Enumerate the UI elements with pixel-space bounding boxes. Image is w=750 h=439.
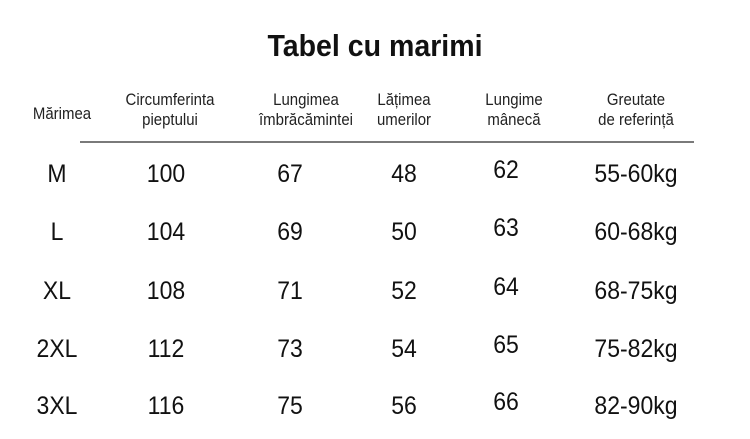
table-cell: 2XL	[36, 335, 78, 363]
table-cell: 62	[493, 156, 519, 184]
column-header: Circumferinta pieptului	[125, 90, 215, 129]
table-cell: L	[50, 218, 64, 246]
table-cell: 75	[277, 392, 303, 420]
table-cell: 50	[391, 218, 417, 246]
table-cell: 71	[277, 277, 303, 305]
table-cell: 69	[277, 218, 303, 246]
table-cell: 56	[391, 392, 417, 420]
table-cell: 3XL	[36, 392, 78, 420]
table-cell: 52	[391, 277, 417, 305]
table-cell: 108	[146, 277, 186, 305]
table-cell: 75-82kg	[594, 335, 678, 363]
table-cell: 63	[493, 214, 519, 242]
table-cell: XL	[42, 277, 72, 305]
column-header: Greutate de referință	[598, 90, 674, 129]
table-cell: 65	[493, 331, 519, 359]
table-cell: 64	[493, 273, 519, 301]
column-header: Mărimea	[32, 104, 92, 123]
table-cell: 68-75kg	[594, 277, 678, 305]
header-divider	[80, 141, 694, 143]
table-cell: 48	[391, 160, 417, 188]
table-cell: 82-90kg	[594, 392, 678, 420]
table-cell: M	[47, 160, 67, 188]
table-cell: 116	[147, 392, 185, 420]
table-cell: 67	[277, 160, 303, 188]
column-header: Lățimea umerilor	[376, 90, 432, 129]
table-cell: 100	[146, 160, 186, 188]
table-cell: 73	[277, 335, 303, 363]
column-header: Lungimea îmbrăcămintei	[259, 90, 353, 129]
table-cell: 54	[391, 335, 417, 363]
column-header: Lungime mânecă	[485, 90, 543, 129]
table-cell: 112	[147, 335, 185, 363]
table-cell: 66	[493, 388, 519, 416]
table-cell: 55-60kg	[594, 160, 678, 188]
table-cell: 104	[146, 218, 186, 246]
table-cell: 60-68kg	[594, 218, 678, 246]
page-title: Tabel cu marimi	[267, 28, 483, 63]
